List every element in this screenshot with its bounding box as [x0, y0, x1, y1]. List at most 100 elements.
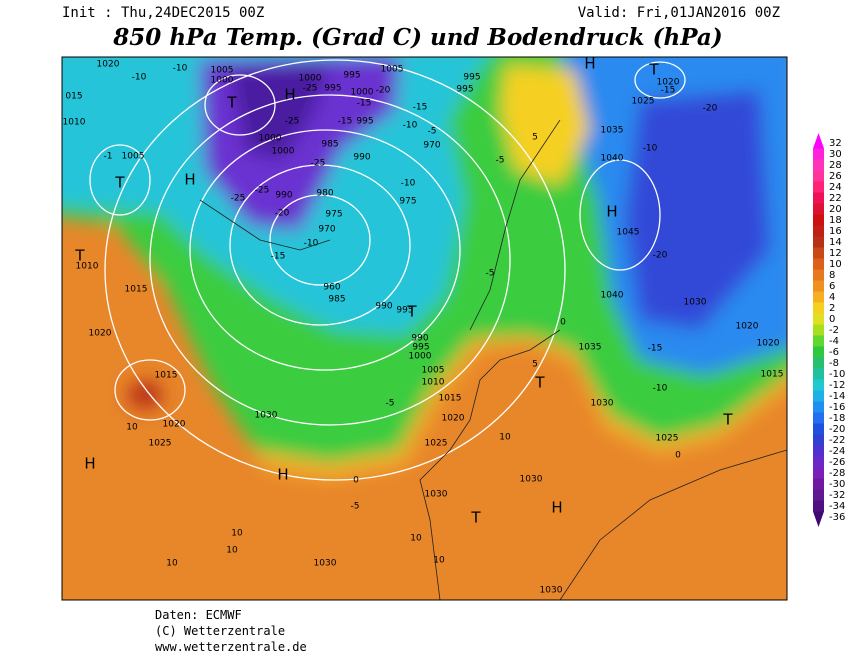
contour-label: 1025: [149, 439, 172, 449]
colorbar-label: 20: [829, 204, 842, 215]
colorbar-swatch: [813, 302, 824, 314]
colorbar-swatch: [813, 192, 824, 204]
contour-label: -10: [403, 121, 418, 131]
colorbar-label: 28: [829, 160, 842, 171]
contour-label: -20: [703, 104, 718, 114]
contour-label: 1010: [63, 118, 86, 128]
contour-label: 1030: [425, 490, 448, 500]
contour-label: 1040: [601, 154, 624, 164]
colorbar-label: -2: [829, 325, 839, 336]
colorbar-swatch: [813, 335, 824, 347]
colorbar-label: -14: [829, 391, 845, 402]
colorbar-label: 14: [829, 237, 842, 248]
contour-label: 1025: [656, 434, 679, 444]
contour-label: 1000: [409, 352, 432, 362]
colorbar-swatch: [813, 423, 824, 435]
contour-label: -5: [428, 127, 437, 137]
pressure-center: T: [406, 303, 417, 321]
map-title: 850 hPa Temp. (Grad C) und Bodendruck (h…: [112, 24, 722, 51]
colorbar-swatch: [813, 401, 824, 413]
colorbar-swatch: [813, 170, 824, 182]
contour-label: 985: [328, 295, 345, 305]
colorbar-label: 2: [829, 303, 835, 314]
colorbar-label: 24: [829, 182, 842, 193]
colorbar-swatch: [813, 379, 824, 391]
colorbar-swatch: [813, 346, 824, 358]
valid-time: Valid: Fri,01JAN2016 00Z: [578, 5, 780, 21]
contour-label: 5: [532, 360, 538, 370]
colorbar-swatch: [813, 456, 824, 468]
contour-label: 1020: [757, 339, 780, 349]
contour-label: 985: [321, 140, 338, 150]
colorbar-swatch: [813, 159, 824, 171]
contour-label: -15: [661, 86, 676, 96]
colorbar-label: -36: [829, 512, 845, 523]
colorbar-swatch: [813, 258, 824, 270]
contour-label: 1020: [442, 414, 465, 424]
colorbar-swatch: [813, 236, 824, 248]
contour-label: -5: [496, 156, 505, 166]
colorbar-label: -32: [829, 490, 845, 501]
contour-label: 10: [433, 556, 445, 566]
contour-label: -25: [255, 186, 270, 196]
contour-label: 1030: [255, 411, 278, 421]
contour-label: 975: [325, 210, 342, 220]
contour-label: -15: [648, 344, 663, 354]
contour-label: 1025: [632, 97, 655, 107]
colorbar-swatch: [813, 324, 824, 336]
contour-label: 960: [323, 283, 340, 293]
footer-url: www.wetterzentrale.de: [155, 640, 307, 654]
contour-label: 1020: [89, 329, 112, 339]
map-frame: [61, 56, 788, 601]
dark-purple-zone: [230, 65, 330, 160]
colorbar-swatch: [813, 291, 824, 303]
contour-label: 10: [226, 546, 238, 556]
colorbar-swatch: [813, 434, 824, 446]
contour-label: 1000: [351, 88, 374, 98]
pressure-center: T: [470, 509, 481, 527]
colorbar-label: -22: [829, 435, 845, 446]
contour-label: 0: [353, 476, 359, 486]
contour-label: 1005: [122, 152, 145, 162]
contour-label: 995: [463, 73, 480, 83]
contour-label: -15: [413, 103, 428, 113]
colorbar-label: -4: [829, 336, 839, 347]
colorbar-swatch: [813, 489, 824, 501]
contour-label: 1015: [125, 285, 148, 295]
contour-label: -15: [271, 252, 286, 262]
contour-label: 1035: [579, 343, 602, 353]
contour-label: -10: [132, 73, 147, 83]
contour-label: 1015: [155, 371, 178, 381]
pressure-center: H: [184, 171, 195, 189]
colorbar-label: -12: [829, 380, 845, 391]
pressure-center: H: [551, 499, 562, 517]
colorbar-swatch: [813, 412, 824, 424]
colorbar-label: 22: [829, 193, 842, 204]
contour-label: -10: [401, 179, 416, 189]
contour-label: -20: [275, 209, 290, 219]
colorbar-swatch: [813, 214, 824, 226]
contour-label: -10: [173, 64, 188, 74]
colorbar-label: 26: [829, 171, 842, 182]
contour-label: 1020: [736, 322, 759, 332]
colorbar-label: 18: [829, 215, 842, 226]
contour-label: 1010: [76, 262, 99, 272]
colorbar-label: -30: [829, 479, 845, 490]
isobars: [89, 59, 686, 481]
pressure-center: H: [584, 55, 595, 73]
contour-label: 990: [353, 153, 370, 163]
pressure-center: T: [74, 247, 85, 265]
colorbar-label: 16: [829, 226, 842, 237]
contour-label: 995: [396, 306, 413, 316]
pressure-center: H: [284, 86, 295, 104]
colorbar-swatch: [813, 313, 824, 325]
contour-label: 1030: [591, 399, 614, 409]
contour-label: -10: [653, 384, 668, 394]
colorbar-swatch: [813, 445, 824, 457]
colorbar-swatch: [813, 368, 824, 380]
contour-label: 1020: [163, 420, 186, 430]
colorbar-swatch: [813, 357, 824, 369]
yellow-zone: [500, 65, 590, 185]
